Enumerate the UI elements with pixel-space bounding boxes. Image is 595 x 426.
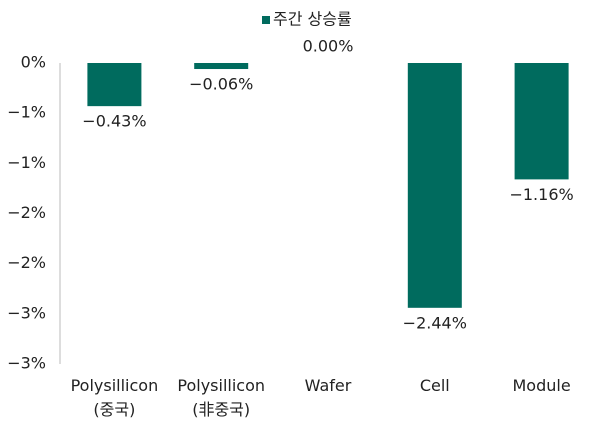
y-tick-label: −2% xyxy=(7,203,46,222)
bar xyxy=(407,63,462,308)
x-tick-label: Cell xyxy=(420,376,450,395)
legend-label: 주간 상승률 xyxy=(273,10,352,29)
x-tick-label: Module xyxy=(513,376,571,395)
data-label: −0.06% xyxy=(189,75,253,94)
y-tick-label: −3% xyxy=(7,354,46,373)
data-label: −1.16% xyxy=(509,185,573,204)
y-tick-label: −3% xyxy=(7,303,46,322)
y-tick-label: −1% xyxy=(7,153,46,172)
bar xyxy=(87,63,142,107)
data-label: −0.43% xyxy=(82,112,146,131)
x-tick-label: Polysillicon (중국) xyxy=(71,376,159,419)
y-tick-label: −1% xyxy=(7,103,46,122)
bar xyxy=(514,63,569,180)
data-label: −2.44% xyxy=(403,313,467,332)
bar xyxy=(194,63,249,70)
x-tick-label: Wafer xyxy=(305,376,352,395)
x-tick-label: Polysillicon (非중국) xyxy=(177,376,265,419)
y-tick-label: 0% xyxy=(21,53,46,72)
y-tick-label: −2% xyxy=(7,253,46,272)
legend-swatch xyxy=(262,16,270,24)
data-label: 0.00% xyxy=(303,37,354,56)
